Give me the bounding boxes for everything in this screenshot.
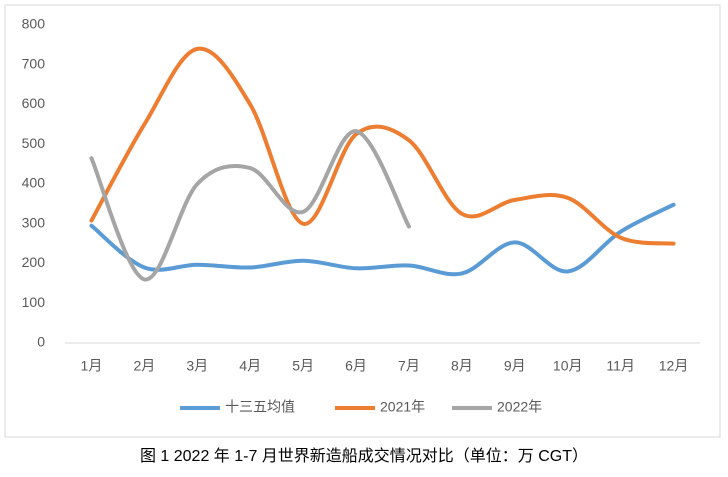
series-line <box>89 202 676 277</box>
x-tick-label: 12月 <box>659 358 689 374</box>
x-tick-label: 9月 <box>504 358 526 374</box>
series-line <box>89 129 411 282</box>
legend-label: 十三五均值 <box>225 399 295 415</box>
y-tick-label: 100 <box>22 294 46 310</box>
x-tick-label: 5月 <box>292 358 314 374</box>
series-line <box>89 46 676 246</box>
x-tick-label: 10月 <box>553 358 583 374</box>
y-tick-label: 300 <box>22 214 46 230</box>
y-tick-label: 800 <box>22 16 46 32</box>
x-tick-label: 4月 <box>239 358 261 374</box>
y-tick-label: 400 <box>22 175 46 191</box>
x-tick-label: 1月 <box>81 358 103 374</box>
y-tick-label: 700 <box>22 55 46 71</box>
x-tick-label: 8月 <box>451 358 473 374</box>
chart-title: 图 1 2022 年 1-7 月世界新造船成交情况对比（单位：万 CGT） <box>140 447 588 465</box>
y-tick-label: 0 <box>37 334 45 350</box>
x-tick-label: 6月 <box>345 358 367 374</box>
chart-border <box>4 4 721 438</box>
x-tick-label: 3月 <box>186 358 208 374</box>
legend-label: 2022年 <box>497 399 542 415</box>
legend-label: 2021年 <box>380 399 425 415</box>
y-tick-label: 500 <box>22 135 46 151</box>
y-tick-label: 200 <box>22 254 46 270</box>
x-tick-label: 11月 <box>606 358 635 374</box>
x-tick-label: 2月 <box>133 358 155 374</box>
y-tick-label: 600 <box>22 95 46 111</box>
x-tick-label: 7月 <box>398 358 420 374</box>
